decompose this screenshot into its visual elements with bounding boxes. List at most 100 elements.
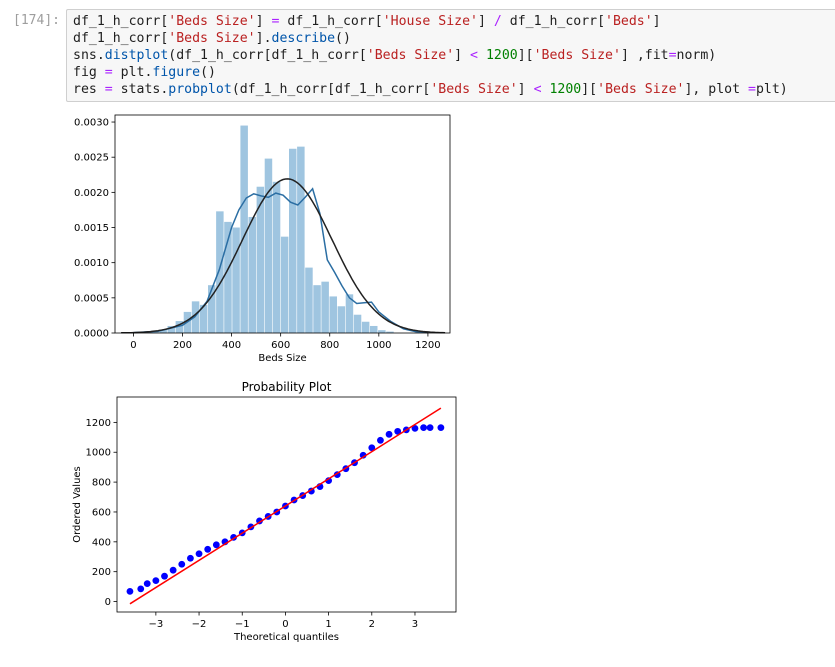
x-tick-label: 1 xyxy=(325,619,331,630)
data-point xyxy=(368,444,376,452)
code-line[interactable]: df_1_h_corr['Beds Size'] = df_1_h_corr['… xyxy=(73,13,661,30)
histogram-bar xyxy=(345,294,354,333)
code-token: 'Beds Size' xyxy=(168,14,256,29)
x-tick-label: 2 xyxy=(369,619,375,630)
code-token: 'Beds Size' xyxy=(533,48,621,63)
code-token: probplot xyxy=(168,82,232,97)
data-point xyxy=(212,541,220,549)
code-cell-input[interactable]: df_1_h_corr['Beds Size'] = df_1_h_corr['… xyxy=(66,9,835,102)
code-token xyxy=(478,48,486,63)
data-point xyxy=(204,545,212,553)
histogram-bar xyxy=(240,125,248,333)
code-line[interactable]: df_1_h_corr['Beds Size'].describe() xyxy=(73,30,351,47)
histogram-bar xyxy=(272,181,281,333)
y-tick-label: 600 xyxy=(92,507,111,518)
histogram-bar xyxy=(159,329,167,333)
y-tick-label: 1000 xyxy=(86,448,111,459)
y-tick-label: 200 xyxy=(92,567,111,578)
chart-title: Probability Plot xyxy=(242,380,332,394)
data-point xyxy=(161,572,168,580)
code-token: = xyxy=(668,48,677,63)
x-tick-label: 1200 xyxy=(415,340,440,351)
x-tick-label: 3 xyxy=(412,619,418,630)
normal-fit-curve xyxy=(121,178,446,334)
code-token: ] ,fit xyxy=(620,48,669,63)
histogram-bar xyxy=(386,331,394,333)
code-token: plt. xyxy=(112,65,153,80)
histogram-bar xyxy=(216,211,224,333)
data-point xyxy=(394,427,402,435)
code-line[interactable]: sns.distplot(df_1_h_corr[df_1_h_corr['Be… xyxy=(73,47,716,64)
code-token: ][ xyxy=(517,48,534,63)
code-token: () xyxy=(335,31,351,46)
code-token: 'House Size' xyxy=(382,14,478,29)
x-axis-label: Beds Size xyxy=(258,353,306,364)
histogram-bar xyxy=(297,146,305,333)
histogram-bar xyxy=(208,285,216,333)
x-tick-label: 1000 xyxy=(366,340,391,351)
code-token: ] xyxy=(517,82,534,97)
data-point xyxy=(178,560,186,568)
code-token: = xyxy=(748,82,756,97)
x-tick-label: −3 xyxy=(148,619,163,630)
code-token: ], plot xyxy=(684,82,748,97)
code-token: 1200 xyxy=(485,48,518,63)
code-line[interactable]: fig = plt.figure() xyxy=(73,64,216,81)
code-token: df_1_h_corr[ xyxy=(73,14,169,29)
code-token: 'Beds Size' xyxy=(597,82,685,97)
data-point xyxy=(143,580,151,588)
code-line[interactable]: res = stats.probplot(df_1_h_corr[df_1_h_… xyxy=(73,81,788,98)
fit-line xyxy=(129,407,442,605)
x-tick-label: 0 xyxy=(130,340,136,351)
code-token: 'Beds' xyxy=(605,14,653,29)
data-point xyxy=(420,424,428,432)
code-token: (df_1_h_corr[df_1_h_corr[ xyxy=(168,48,367,63)
code-token: sns. xyxy=(73,48,105,63)
histogram-bar xyxy=(175,321,184,333)
histogram-bar xyxy=(369,325,378,333)
code-token: < xyxy=(533,82,542,97)
histogram-bar xyxy=(232,227,240,333)
data-point xyxy=(137,585,145,593)
code-token: 1200 xyxy=(549,82,582,97)
code-token: = xyxy=(104,82,113,97)
histogram-bar xyxy=(353,314,362,333)
y-tick-label: 0 xyxy=(105,597,111,608)
code-token: norm) xyxy=(676,48,717,63)
x-tick-label: −2 xyxy=(192,619,207,630)
histogram-bar xyxy=(256,186,265,333)
histogram-bar xyxy=(280,236,289,333)
histogram-bar xyxy=(305,267,313,333)
x-tick-label: 400 xyxy=(222,340,241,351)
histogram-bar xyxy=(199,304,208,333)
code-token: fig xyxy=(73,65,105,80)
code-token: stats. xyxy=(112,82,169,97)
y-axis-label: Ordered Values xyxy=(72,466,83,543)
code-token: () xyxy=(200,65,216,80)
data-point xyxy=(359,451,367,459)
code-token: plt) xyxy=(755,82,788,97)
histogram-bar xyxy=(191,301,200,333)
code-token: df_1_h_corr[ xyxy=(279,14,383,29)
y-tick-label: 0.0015 xyxy=(74,223,109,234)
y-tick-label: 0.0030 xyxy=(74,118,109,129)
code-token: ] xyxy=(652,14,661,29)
data-point xyxy=(325,477,333,485)
histogram-bar xyxy=(313,285,321,333)
data-point xyxy=(426,424,434,432)
y-tick-label: 0.0025 xyxy=(74,153,109,164)
code-token: describe xyxy=(271,31,336,46)
code-token: 'Beds Size' xyxy=(430,82,518,97)
data-point xyxy=(152,577,160,585)
code-token: (df_1_h_corr[df_1_h_corr[ xyxy=(231,82,431,97)
code-token: df_1_h_corr[ xyxy=(73,31,169,46)
x-tick-label: 800 xyxy=(320,340,339,351)
x-axis-label: Theoretical quantiles xyxy=(233,632,339,643)
code-token: ]. xyxy=(255,31,272,46)
data-point xyxy=(385,430,393,438)
code-token: ] xyxy=(454,48,471,63)
histogram-bar xyxy=(167,325,176,333)
histogram-bar xyxy=(378,330,386,333)
y-tick-label: 0.0005 xyxy=(74,293,109,304)
axes-frame xyxy=(116,396,457,613)
